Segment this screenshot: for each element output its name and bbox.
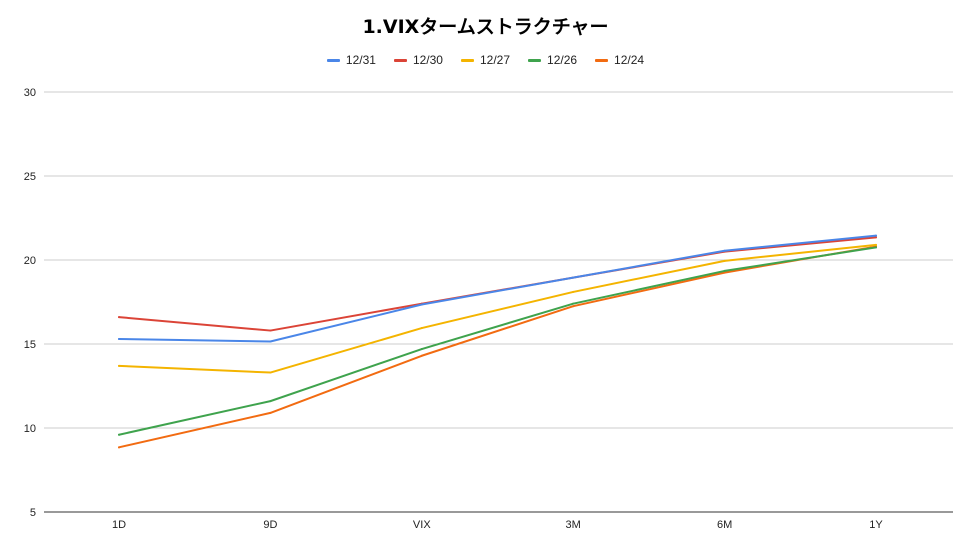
legend-item-2[interactable]: 12/30 xyxy=(393,53,443,67)
x-tick-label: 1Y xyxy=(869,519,883,531)
x-tick-label: VIX xyxy=(413,519,431,531)
y-tick-label: 30 xyxy=(24,87,36,99)
legend-swatch xyxy=(326,58,340,62)
data-point[interactable] xyxy=(875,234,877,237)
series-line-12-31[interactable] xyxy=(118,234,877,343)
data-point[interactable] xyxy=(572,276,575,279)
y-tick-label: 25 xyxy=(24,171,36,183)
legend-swatch xyxy=(460,58,474,62)
data-point[interactable] xyxy=(420,303,423,306)
legend-label: 12/26 xyxy=(547,53,578,67)
chart-legend: 12/31 12/30 12/27 12/26 12/24 xyxy=(0,53,971,67)
legend-label: 12/27 xyxy=(479,53,511,67)
y-tick-label: 15 xyxy=(24,339,36,351)
data-point[interactable] xyxy=(572,305,575,308)
legend-item-1[interactable]: 12/31 xyxy=(326,53,376,67)
data-point[interactable] xyxy=(572,302,575,305)
legend-label: 12/30 xyxy=(412,53,443,67)
data-point[interactable] xyxy=(420,327,423,330)
data-point[interactable] xyxy=(723,249,726,252)
legend-label: 12/31 xyxy=(345,53,376,67)
y-tick-label: 10 xyxy=(24,423,36,435)
data-point[interactable] xyxy=(875,243,877,246)
y-tick-label: 20 xyxy=(24,255,36,267)
legend-item-3[interactable]: 12/27 xyxy=(460,53,511,67)
legend-label: 12/24 xyxy=(614,53,645,67)
legend-swatch xyxy=(595,58,609,62)
data-point[interactable] xyxy=(118,364,120,367)
legend-swatch xyxy=(528,58,542,62)
x-tick-label: 9D xyxy=(263,519,277,531)
legend-item-4[interactable]: 12/26 xyxy=(528,53,577,67)
data-point[interactable] xyxy=(118,433,120,436)
data-point[interactable] xyxy=(269,340,272,343)
data-point[interactable] xyxy=(875,246,877,249)
series-line-12-26[interactable] xyxy=(118,246,877,436)
data-point[interactable] xyxy=(420,354,423,357)
series-line-12-27[interactable] xyxy=(118,243,877,374)
data-point[interactable] xyxy=(118,337,120,340)
data-point[interactable] xyxy=(723,271,726,274)
data-point[interactable] xyxy=(269,400,272,403)
y-tick-label: 5 xyxy=(30,507,36,519)
data-point[interactable] xyxy=(269,329,272,332)
legend-item-5[interactable]: 12/24 xyxy=(595,53,644,67)
x-tick-label: 6M xyxy=(717,519,732,531)
data-point[interactable] xyxy=(269,371,272,374)
data-point[interactable] xyxy=(420,348,423,351)
data-point[interactable] xyxy=(118,316,120,319)
legend-swatch xyxy=(393,58,407,62)
x-tick-label: 3M xyxy=(566,519,581,531)
data-point[interactable] xyxy=(572,290,575,293)
data-point[interactable] xyxy=(875,236,877,239)
chart-title: 1.VIXタームストラクチャー xyxy=(362,16,609,38)
series-line-12-24[interactable] xyxy=(118,245,877,449)
data-point[interactable] xyxy=(723,259,726,262)
data-point[interactable] xyxy=(723,269,726,272)
data-point[interactable] xyxy=(269,411,272,414)
series-line-12-30[interactable] xyxy=(118,236,877,332)
x-tick-label: 1D xyxy=(112,519,126,531)
data-point[interactable] xyxy=(118,446,120,449)
